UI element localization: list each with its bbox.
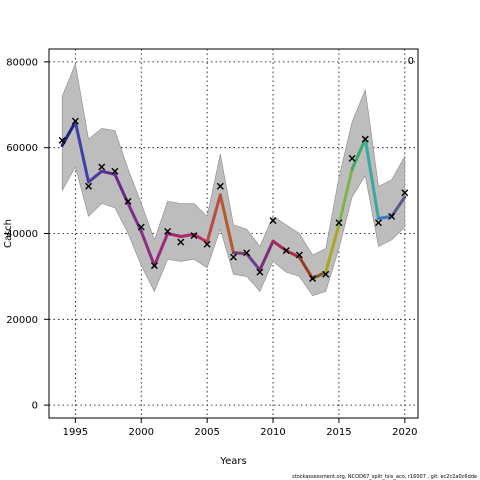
observation-stroke <box>256 268 264 276</box>
estimate-line-segment <box>297 255 315 281</box>
observation-stroke <box>295 251 303 259</box>
estimate-line-segment <box>179 232 196 239</box>
confidence-band <box>61 62 406 297</box>
y-tick-label: 20000 <box>6 315 38 326</box>
observation-point <box>111 167 119 175</box>
observation-stroke <box>282 247 290 255</box>
observation-point <box>295 251 303 259</box>
estimate-line-segment <box>139 229 156 268</box>
estimate-line-segment <box>87 169 104 184</box>
y-tick-label: 80000 <box>6 57 38 68</box>
observation-stroke <box>124 197 132 205</box>
x-tick-label: 2005 <box>194 427 219 438</box>
observation-stroke <box>137 223 145 231</box>
observation-point <box>137 223 145 231</box>
observation-point <box>216 182 224 190</box>
observation-stroke <box>388 212 396 220</box>
y-axis-title: Catch <box>3 219 14 248</box>
observation-stroke <box>111 167 119 175</box>
observation-stroke <box>190 232 198 240</box>
observation-point <box>401 189 409 197</box>
observation-point <box>230 253 237 261</box>
observation-point <box>177 238 185 246</box>
observation-stroke <box>150 262 158 270</box>
observation-point <box>256 268 264 276</box>
observation-point <box>243 249 251 257</box>
observation-point <box>150 262 158 270</box>
estimate-line-segment <box>152 232 170 268</box>
corner-label: 0 <box>408 56 414 67</box>
estimate-line-segment <box>218 193 235 255</box>
observation-stroke <box>98 163 106 171</box>
y-tick-label: 60000 <box>6 143 38 154</box>
estimate-line-segment <box>192 232 209 244</box>
observation-stroke <box>164 227 172 235</box>
confidence-band-area <box>61 62 406 297</box>
observation-stroke <box>58 136 66 144</box>
observation-point <box>190 232 198 240</box>
estimate-line-segment <box>390 195 407 218</box>
x-tick-label: 2020 <box>392 427 417 438</box>
estimate-line-segment <box>363 137 380 220</box>
observation-point <box>85 182 93 190</box>
x-axis-title: Years <box>219 456 246 467</box>
x-tick-label: 2000 <box>129 427 154 438</box>
estimate-line-segment <box>258 239 275 272</box>
estimate-line-segment <box>205 193 222 244</box>
observation-stroke <box>177 238 185 246</box>
observation-point <box>269 217 277 225</box>
observation-point <box>361 135 369 143</box>
observation-point <box>164 227 172 235</box>
observation-point <box>98 163 106 171</box>
estimate-line-segment <box>337 167 354 227</box>
estimate-line-segment <box>126 201 143 233</box>
observation-point <box>374 219 382 227</box>
observation-stroke <box>85 182 93 190</box>
observation-stroke <box>335 219 343 227</box>
observation-stroke <box>203 240 211 248</box>
observation-stroke <box>361 135 369 143</box>
observation-point <box>335 219 343 227</box>
x-tick-label: 2010 <box>260 427 285 438</box>
observation-point <box>203 240 211 248</box>
y-tick-label: 40000 <box>6 229 38 240</box>
estimate-line-segment <box>324 223 341 274</box>
x-axis-ticks: 1995 2000 2005 2010 2015 2020 <box>63 418 418 438</box>
estimate-line-segment <box>73 120 91 184</box>
x-tick-label: 1995 <box>63 427 88 438</box>
observation-stroke <box>309 275 317 283</box>
observation-stroke <box>71 117 79 125</box>
estimate-line <box>60 120 407 281</box>
footer-credit: stockassessment.org, NCOD67_split_tsis_a… <box>292 474 477 480</box>
observation-stroke <box>269 217 277 225</box>
observation-point <box>71 117 79 125</box>
y-axis-ticks: 0 20000 40000 60000 80000 <box>6 57 49 412</box>
observation-markers <box>58 117 409 283</box>
observation-stroke <box>216 182 224 190</box>
observation-stroke <box>401 189 409 197</box>
observation-point <box>58 136 66 144</box>
estimate-line-segment <box>284 249 301 259</box>
observation-stroke <box>348 154 356 162</box>
observation-stroke <box>243 249 251 257</box>
estimate-line-segment <box>311 270 328 281</box>
observation-point <box>348 154 356 162</box>
estimate-line-segment <box>376 214 394 220</box>
observation-stroke <box>230 253 237 261</box>
observation-point <box>124 197 132 205</box>
estimate-line-segment <box>245 252 262 272</box>
observation-point <box>309 275 317 283</box>
x-tick-label: 2015 <box>326 427 351 438</box>
estimate-line-segment <box>350 137 367 171</box>
observation-point <box>388 212 396 220</box>
observation-point <box>282 247 290 255</box>
observation-point <box>322 270 330 278</box>
y-tick-label: 0 <box>32 401 38 412</box>
observation-stroke <box>322 270 330 278</box>
estimate-line-segment <box>232 251 249 256</box>
observation-stroke <box>374 219 382 227</box>
